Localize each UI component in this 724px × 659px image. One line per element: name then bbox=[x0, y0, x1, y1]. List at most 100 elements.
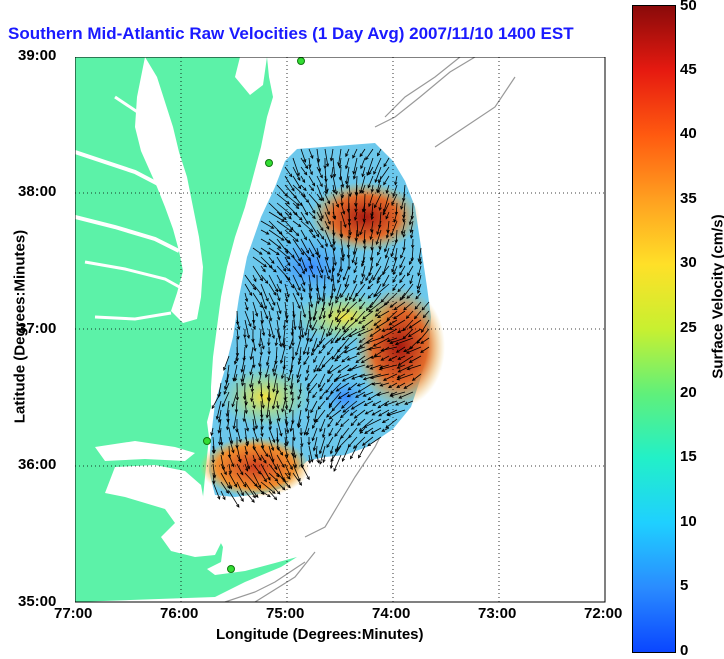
velocity-arrow bbox=[284, 247, 295, 258]
velocity-arrow-head bbox=[295, 205, 300, 210]
velocity-arrow-head bbox=[370, 216, 374, 221]
velocity-arrow bbox=[347, 238, 350, 248]
velocity-arrow bbox=[311, 346, 318, 356]
velocity-arrow-head bbox=[303, 158, 307, 163]
velocity-arrow bbox=[308, 193, 321, 208]
velocity-arrow-head bbox=[378, 413, 382, 417]
velocity-arrow bbox=[322, 427, 326, 438]
velocity-arrow bbox=[252, 274, 257, 282]
velocity-arrow bbox=[268, 220, 283, 235]
velocity-arrow bbox=[319, 301, 326, 320]
velocity-arrow-head bbox=[335, 388, 340, 392]
velocity-arrow bbox=[233, 409, 238, 429]
colorbar-tick: 30 bbox=[680, 254, 697, 271]
velocity-arrow-head bbox=[222, 496, 226, 501]
velocity-arrow bbox=[244, 481, 256, 499]
velocity-arrow-head bbox=[321, 434, 326, 439]
velocity-arrow-head bbox=[229, 485, 233, 490]
velocity-arrow-head bbox=[334, 326, 339, 331]
velocity-arrow bbox=[389, 319, 406, 330]
velocity-arrow-head bbox=[299, 432, 303, 437]
velocity-arrow bbox=[308, 211, 316, 219]
radar-station-marker bbox=[203, 437, 211, 445]
velocity-arrow-head bbox=[341, 359, 345, 363]
velocity-arrow bbox=[386, 310, 398, 321]
velocity-arrow-head bbox=[308, 324, 313, 329]
velocity-arrow-head bbox=[363, 424, 368, 428]
velocity-arrow bbox=[390, 391, 406, 397]
velocity-arrow bbox=[250, 346, 254, 360]
velocity-arrow bbox=[379, 364, 398, 370]
velocity-arrow bbox=[316, 283, 321, 301]
velocity-arrow bbox=[234, 373, 238, 382]
velocity-arrow-head bbox=[307, 442, 311, 446]
velocity-arrow-head bbox=[251, 339, 255, 343]
velocity-arrow-head bbox=[317, 406, 322, 410]
radar-station-marker bbox=[227, 565, 235, 573]
velocity-arrow-head bbox=[340, 294, 344, 299]
velocity-arrow-head bbox=[289, 466, 293, 471]
velocity-arrow bbox=[300, 301, 306, 318]
velocity-arrow-head bbox=[310, 187, 315, 192]
velocity-arrow-head bbox=[297, 305, 301, 310]
velocity-arrow bbox=[387, 220, 390, 233]
velocity-arrow bbox=[409, 274, 414, 284]
velocity-arrow bbox=[268, 481, 281, 495]
velocity-arrow-head bbox=[297, 262, 301, 267]
velocity-arrow bbox=[252, 319, 256, 330]
velocity-arrow-head bbox=[391, 268, 395, 273]
velocity-arrow bbox=[403, 382, 414, 389]
velocity-arrow-head bbox=[359, 231, 363, 236]
velocity-arrow-head bbox=[241, 382, 245, 387]
lat-tick: 38:00 bbox=[18, 183, 57, 200]
velocity-arrow-head bbox=[325, 396, 330, 401]
velocity-arrow bbox=[260, 481, 276, 494]
velocity-arrow-head bbox=[298, 335, 302, 340]
map-plot bbox=[75, 57, 606, 603]
velocity-arrow-head bbox=[405, 350, 410, 354]
velocity-arrow bbox=[348, 184, 351, 197]
velocity-arrow bbox=[341, 400, 350, 409]
velocity-arrow-head bbox=[279, 432, 283, 437]
velocity-arrow-head bbox=[393, 219, 397, 223]
velocity-arrow-head bbox=[341, 405, 345, 409]
velocity-arrow bbox=[284, 193, 300, 206]
velocity-arrow-head bbox=[377, 405, 382, 409]
velocity-arrow-head bbox=[258, 343, 262, 348]
velocity-arrow-head bbox=[295, 232, 300, 237]
velocity-arrow-head bbox=[416, 285, 420, 290]
velocity-arrow-head bbox=[244, 298, 249, 303]
velocity-arrow-head bbox=[358, 374, 363, 378]
velocity-arrow bbox=[336, 436, 350, 450]
colorbar-tick: 45 bbox=[680, 61, 697, 78]
velocity-arrow-head bbox=[307, 460, 312, 464]
velocity-arrow bbox=[330, 283, 334, 299]
velocity-arrow bbox=[276, 256, 287, 272]
velocity-arrow bbox=[366, 301, 374, 311]
velocity-arrow-head bbox=[276, 316, 281, 321]
velocity-arrow-head bbox=[342, 325, 346, 330]
velocity-arrow-head bbox=[367, 347, 372, 351]
velocity-arrow-head bbox=[265, 362, 270, 367]
velocity-arrow-head bbox=[334, 433, 338, 438]
velocity-arrow-head bbox=[406, 367, 411, 371]
velocity-arrow bbox=[414, 310, 422, 319]
velocity-arrow bbox=[376, 274, 382, 284]
velocity-arrow bbox=[244, 418, 249, 431]
velocity-arrow bbox=[212, 472, 215, 484]
velocity-arrow-head bbox=[332, 173, 337, 178]
velocity-arrow bbox=[333, 454, 342, 472]
velocity-arrow-head bbox=[342, 276, 346, 281]
velocity-arrow-head bbox=[258, 371, 262, 376]
velocity-arrow bbox=[319, 418, 326, 432]
velocity-arrow-head bbox=[381, 419, 386, 424]
velocity-arrow bbox=[220, 463, 227, 475]
velocity-arrow bbox=[356, 220, 359, 237]
velocity-arrow bbox=[290, 382, 294, 395]
velocity-arrow bbox=[392, 184, 398, 197]
velocity-arrow bbox=[403, 346, 414, 352]
velocity-arrow-head bbox=[397, 329, 401, 333]
velocity-arrow bbox=[282, 328, 286, 346]
velocity-arrow-head bbox=[252, 325, 256, 330]
velocity-arrow-head bbox=[262, 268, 266, 273]
